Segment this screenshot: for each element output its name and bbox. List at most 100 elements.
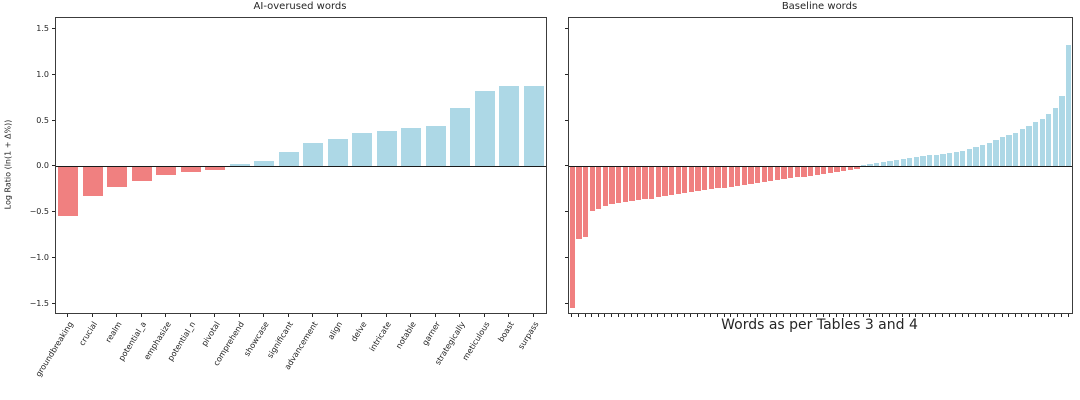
negative-bar: [702, 167, 708, 191]
y-tick-label: 1.0: [36, 69, 49, 79]
x-tick-mark: [1001, 314, 1003, 317]
x-tick-mark: [361, 314, 363, 317]
x-tick-mark: [955, 314, 957, 317]
x-tick-mark: [670, 314, 672, 317]
positive-bar: [993, 139, 999, 167]
negative-bar: [801, 167, 807, 177]
negative-bar: [582, 167, 589, 238]
x-tick-mark: [829, 314, 831, 317]
negative-bar: [589, 167, 595, 212]
x-tick-mark: [710, 314, 712, 317]
x-tick-mark: [657, 314, 659, 317]
positive-bar: [1052, 107, 1059, 167]
negative-bar: [794, 167, 800, 178]
negative-bar: [649, 167, 655, 199]
x-tick-mark: [750, 314, 751, 317]
x-tick-mark: [769, 314, 771, 317]
x-tick-mark: [644, 314, 646, 317]
y-tick-mark: [52, 302, 55, 304]
y-tick-mark: [52, 211, 55, 213]
x-tick-mark: [410, 314, 412, 317]
x-tick-mark: [67, 314, 69, 317]
x-tick-mark: [312, 314, 314, 317]
positive-bar: [254, 160, 275, 167]
y-tick-mark: [52, 27, 55, 29]
positive-bar: [973, 147, 979, 167]
positive-bar: [499, 85, 520, 167]
negative-bar: [629, 167, 635, 202]
negative-bar: [788, 167, 794, 179]
x-tick-mark: [882, 314, 884, 317]
x-tick-mark: [1021, 314, 1023, 317]
x-tick-mark: [895, 314, 897, 317]
negative-bar: [675, 167, 681, 194]
positive-bar: [966, 149, 973, 167]
negative-bar: [655, 167, 661, 197]
x-tick-mark: [483, 314, 485, 317]
x-tick-mark: [434, 314, 436, 317]
x-tick-mark: [1047, 314, 1049, 317]
negative-bar: [807, 167, 814, 176]
positive-bar: [1026, 126, 1032, 167]
x-tick-mark: [836, 314, 838, 317]
plot-area-ai-overused: [55, 17, 547, 314]
x-tick-mark: [869, 314, 871, 317]
positive-bar: [303, 142, 324, 167]
x-tick-mark: [981, 314, 983, 317]
x-tick-word: notable: [394, 320, 418, 351]
positive-bar: [1006, 135, 1012, 167]
y-tick-label: 0.5: [36, 115, 49, 125]
x-tick-mark: [948, 314, 950, 317]
y-tick-mark: [52, 119, 55, 121]
x-tick-mark: [915, 314, 917, 317]
negative-bar: [748, 167, 754, 184]
negative-bar: [662, 167, 668, 196]
zero-baseline: [569, 166, 1072, 168]
negative-bar: [642, 167, 648, 200]
x-tick-mark: [968, 314, 970, 317]
x-tick-mark: [584, 314, 586, 317]
negative-bar: [131, 167, 152, 182]
y-tick-mark: [565, 257, 568, 259]
x-tick-mark: [862, 314, 864, 317]
x-tick-mark: [961, 314, 963, 317]
x-tick-mark: [1041, 314, 1043, 317]
negative-bar: [569, 167, 575, 309]
x-tick-word-labels: groundbreaking crucial realm potential_a emp…: [34, 320, 545, 398]
positive-bar: [907, 158, 913, 167]
positive-bar: [999, 137, 1006, 167]
x-tick-word: delve: [349, 320, 369, 344]
chart-title-ai-overused: AI-overused words: [253, 1, 347, 12]
negative-bar: [82, 167, 103, 196]
x-tick-mark: [716, 314, 718, 317]
positive-bar: [900, 159, 906, 167]
x-tick-mark: [91, 314, 93, 317]
positive-bar: [1032, 122, 1039, 167]
x-tick-mark: [165, 314, 167, 317]
positive-bar: [1039, 118, 1045, 167]
positive-bar: [913, 157, 920, 167]
negative-bar: [728, 167, 734, 187]
negative-bar: [107, 167, 128, 187]
positive-bar: [920, 156, 926, 167]
x-tick-mark: [756, 314, 758, 317]
negative-bar: [609, 167, 615, 205]
positive-bar: [893, 160, 900, 167]
positive-bar: [940, 153, 946, 167]
positive-bar: [1019, 128, 1025, 167]
positive-bar: [874, 162, 880, 167]
x-tick-mark: [922, 314, 924, 317]
positive-bar: [425, 126, 446, 167]
positive-bar: [867, 163, 873, 167]
x-tick-mark: [928, 314, 930, 317]
positive-bar: [986, 142, 992, 167]
x-tick-mark: [630, 314, 632, 317]
negative-bar: [834, 167, 840, 172]
negative-bar: [854, 167, 860, 170]
x-tick-mark: [902, 314, 904, 317]
x-tick-mark: [571, 314, 573, 317]
x-tick-mark: [1014, 314, 1016, 317]
y-tick-label: 1.5: [36, 23, 49, 33]
x-tick-mark: [336, 314, 338, 317]
x-tick-mark: [1008, 314, 1010, 317]
